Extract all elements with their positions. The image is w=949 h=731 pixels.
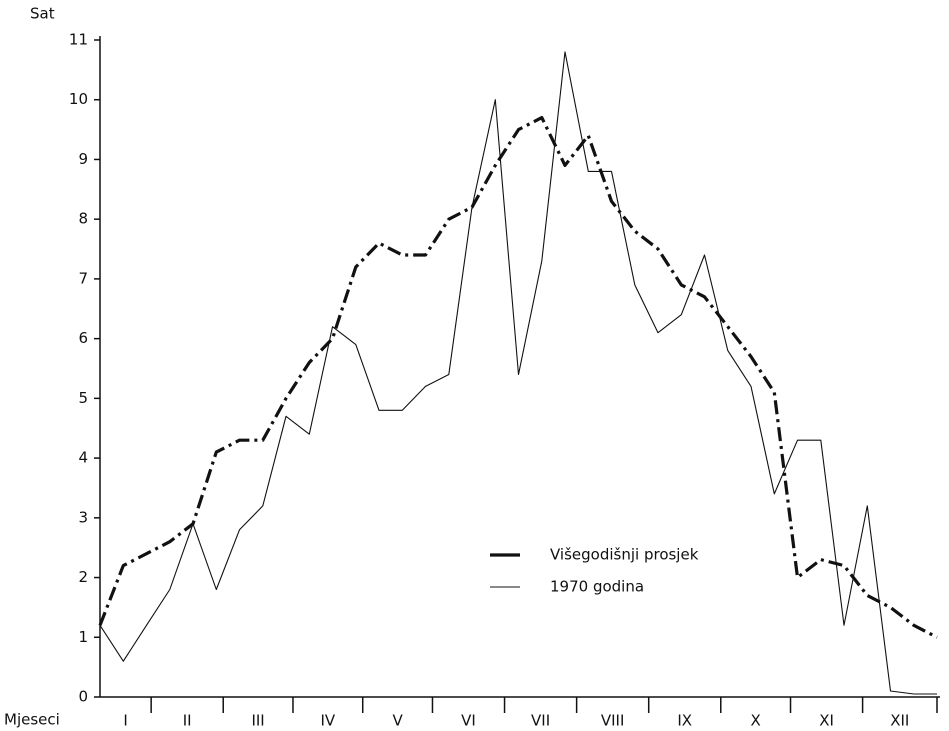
y-tick-label: 7 [78,269,88,287]
y-tick-label: 10 [69,90,88,108]
x-tick-label: VI [461,712,476,730]
y-tick-label: 0 [78,688,88,706]
y-tick-label: 3 [78,508,88,526]
y-tick-label: 5 [78,389,88,407]
y-tick-label: 9 [78,150,88,168]
x-tick-label: VIII [601,712,625,730]
y-tick-label: 2 [78,568,88,586]
x-tick-label: XII [890,712,909,730]
y-tick-label: 8 [78,210,88,228]
x-tick-label: V [392,712,403,730]
legend-label: Višegodišnji prosjek [550,546,699,564]
x-tick-label: IV [321,712,336,730]
y-tick-label: 11 [69,31,88,49]
y-axis-label: Sat [30,5,55,23]
x-tick-label: III [251,712,264,730]
series-line [99,51,937,695]
x-axis-label: Mjeseci [4,711,60,729]
y-tick-label: 1 [78,628,88,646]
y-tick-label: 4 [78,449,88,467]
x-tick-label: X [751,712,761,730]
x-tick-label: I [123,712,127,730]
y-tick-label: 6 [78,329,88,347]
series-line [98,115,938,639]
x-tick-label: VII [531,712,550,730]
legend-label: 1970 godina [550,578,644,596]
x-tick-label: IX [677,712,692,730]
x-tick-label: II [183,712,192,730]
x-tick-label: XI [819,712,834,730]
